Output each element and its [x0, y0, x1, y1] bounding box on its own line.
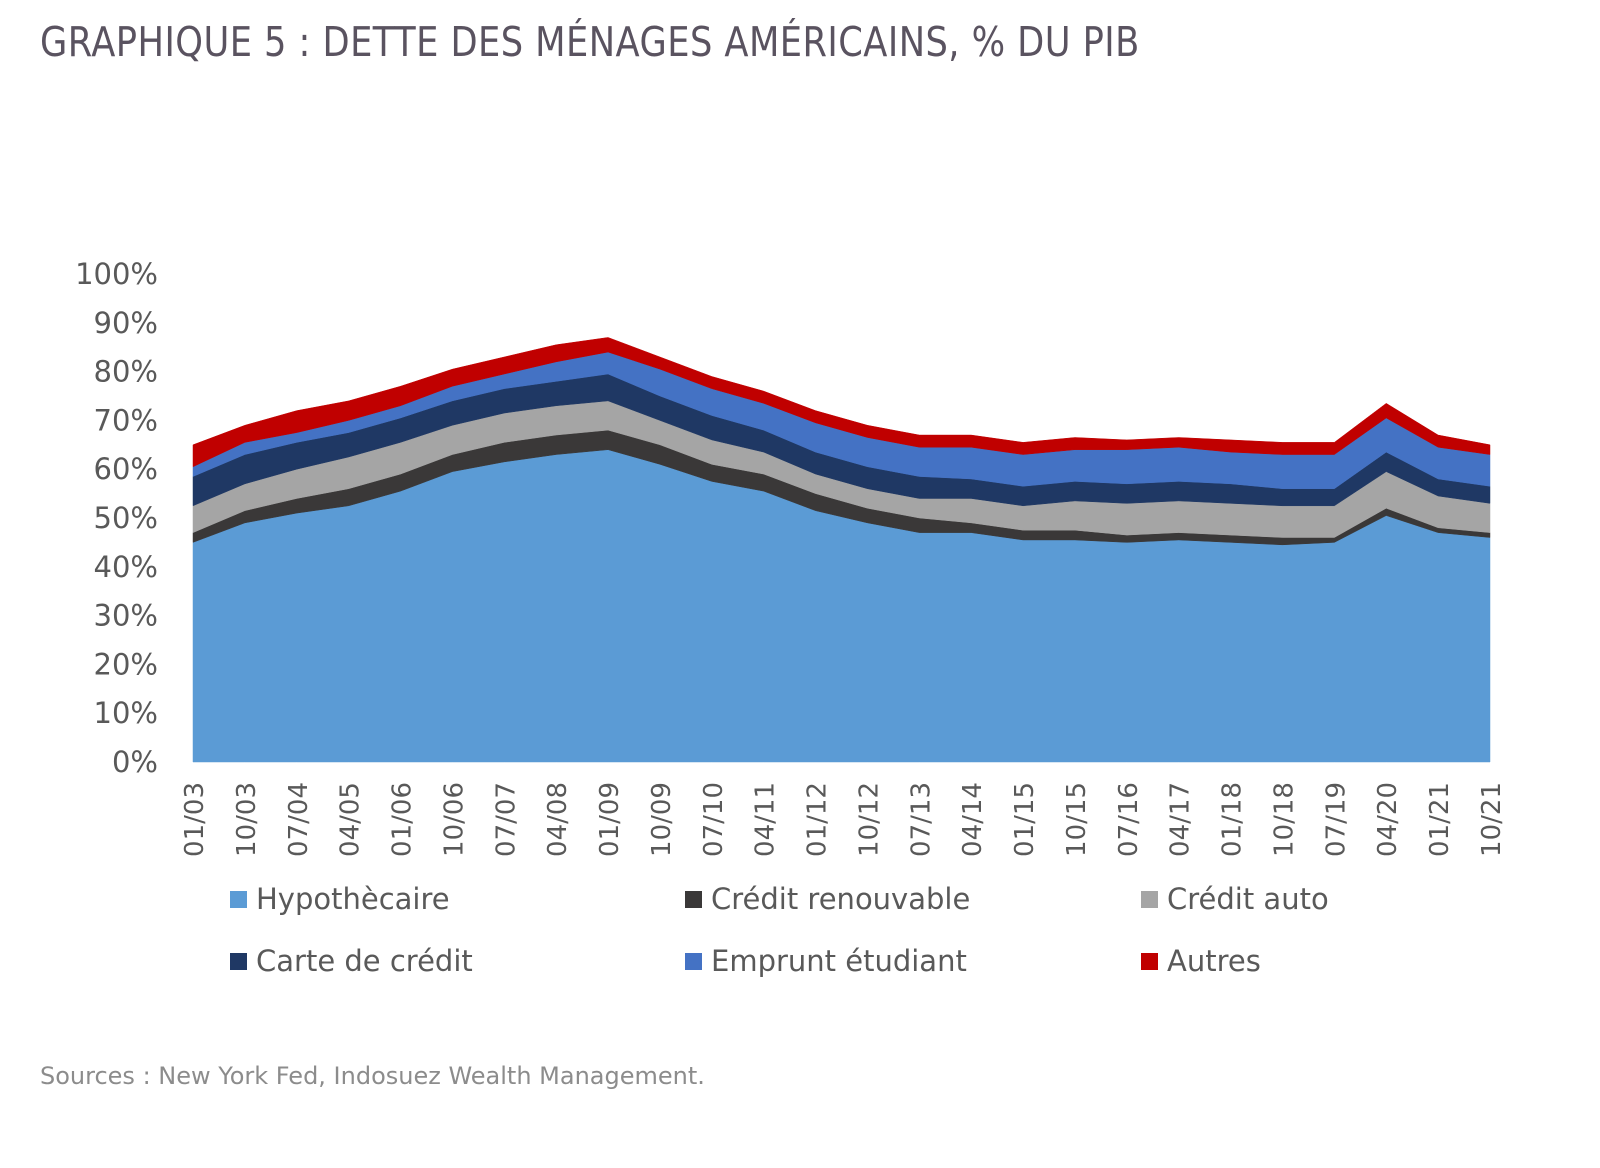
y-tick-label: 80%: [94, 355, 158, 389]
legend-swatch: [230, 952, 247, 970]
y-tick-label: 0%: [112, 745, 158, 779]
y-tick-label: 50%: [94, 501, 158, 535]
y-tick-label: 100%: [75, 257, 158, 291]
x-tick-label: 10/12: [854, 782, 884, 857]
x-tick-label: 07/10: [699, 782, 729, 857]
legend-label: Carte de crédit: [256, 944, 473, 978]
y-tick-label: 20%: [94, 647, 158, 681]
legend-item-emprunt-etudiant: Emprunt étudiant: [685, 944, 967, 978]
y-tick-label: 90%: [94, 306, 158, 340]
legend-swatch: [230, 890, 247, 908]
x-tick-label: 04/20: [1373, 782, 1403, 857]
y-tick-label: 10%: [94, 696, 158, 730]
legend-item-credit-auto: Crédit auto: [1141, 882, 1329, 916]
x-tick-label: 01/18: [1218, 782, 1248, 857]
legend-item-autres: Autres: [1141, 944, 1261, 978]
x-tick-label: 07/04: [284, 782, 314, 857]
x-tick-label: 10/03: [232, 782, 262, 857]
area-autres: [192, 337, 1491, 468]
y-tick-label: 60%: [94, 452, 158, 486]
legend-item-carte-de-credit: Carte de crédit: [230, 944, 473, 978]
legend-item-hypothecaire: Hypothècaire: [230, 882, 450, 916]
y-tick-label: 40%: [94, 550, 158, 584]
legend-swatch: [1141, 952, 1158, 970]
x-tick-label: 07/16: [1114, 782, 1144, 857]
x-tick-label: 10/06: [439, 782, 469, 857]
x-tick-label: 10/15: [1062, 782, 1092, 857]
legend-label: Crédit auto: [1167, 882, 1329, 916]
x-tick-label: 04/05: [336, 782, 366, 857]
x-tick-label: 07/19: [1321, 782, 1351, 857]
stacked-area-chart: 0% 10% 20% 30% 40% 50% 60% 70% 80% 90% 100% 01/03 1…: [75, 257, 1507, 857]
legend-label: Autres: [1167, 944, 1261, 978]
x-tick-label: 10/09: [647, 782, 677, 857]
x-tick-label: 07/07: [491, 782, 521, 857]
series-areas: [192, 337, 1491, 763]
x-tick-label: 04/14: [958, 782, 988, 857]
source-note: Sources : New York Fed, Indosuez Wealth …: [40, 1062, 705, 1090]
legend-label: Crédit renouvable: [711, 882, 971, 916]
legend-label: Hypothècaire: [256, 882, 450, 916]
x-tick-label: 01/06: [388, 782, 418, 857]
x-tick-label: 01/21: [1425, 782, 1455, 857]
legend-label: Emprunt étudiant: [711, 944, 967, 978]
y-tick-label: 30%: [94, 599, 158, 633]
legend-swatch: [685, 890, 702, 908]
legend-item-credit-renouvable: Crédit renouvable: [685, 882, 970, 916]
x-tick-label: 04/11: [751, 782, 781, 857]
x-tick-label: 04/17: [1166, 782, 1196, 857]
x-tick-label: 07/13: [906, 782, 936, 857]
y-axis-tick-labels: 0% 10% 20% 30% 40% 50% 60% 70% 80% 90% 100%: [75, 257, 158, 779]
y-tick-label: 70%: [94, 403, 158, 437]
x-axis-tick-labels: 01/03 10/03 07/04 04/05 01/06 10/06 07/07 04/08…: [180, 782, 1507, 857]
x-tick-label: 01/15: [1010, 782, 1040, 857]
legend-swatch: [685, 952, 702, 970]
x-tick-label: 10/21: [1477, 782, 1507, 857]
x-tick-label: 10/18: [1269, 782, 1299, 857]
chart-title: GRAPHIQUE 5 : DETTE DES MÉNAGES AMÉRICAI…: [40, 18, 1140, 66]
legend-swatch: [1141, 890, 1158, 908]
x-tick-label: 01/03: [180, 782, 210, 857]
x-tick-label: 04/08: [543, 782, 573, 857]
x-tick-label: 01/09: [595, 782, 625, 857]
x-tick-label: 01/12: [803, 782, 833, 857]
